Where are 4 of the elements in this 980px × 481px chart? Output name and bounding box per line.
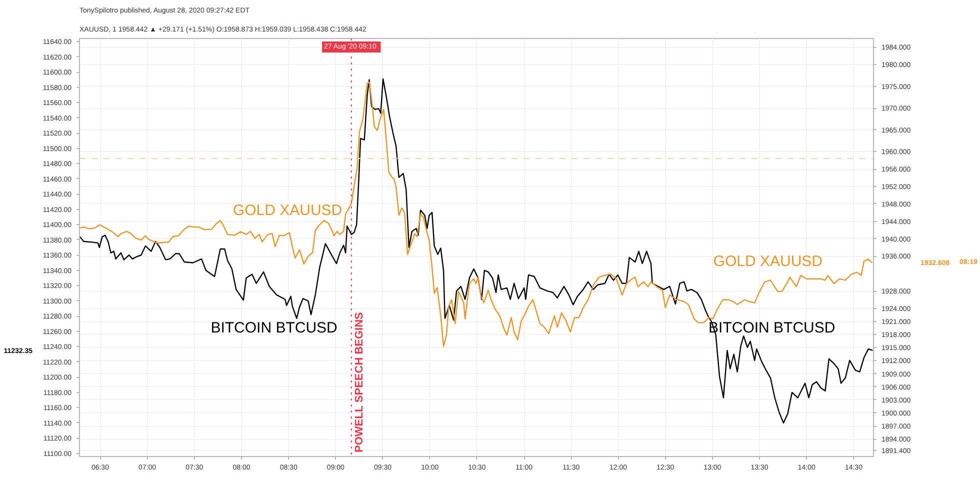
- series-label: GOLD XAUUSD: [232, 202, 342, 219]
- text: BITCOIN BTCUSD: [210, 319, 338, 336]
- ref-line-label: POWELL SPEECH BEGINS: [353, 312, 366, 452]
- text: GOLD XAUUSD: [713, 252, 823, 270]
